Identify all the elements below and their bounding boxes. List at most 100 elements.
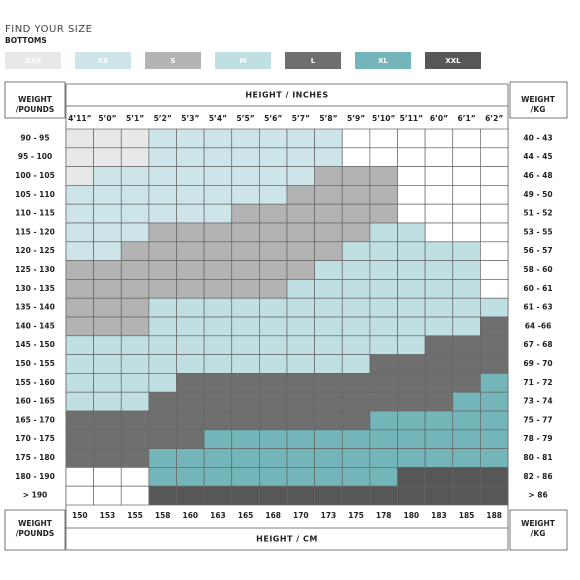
size-cell xyxy=(369,222,398,243)
size-cell xyxy=(480,128,509,149)
size-cell xyxy=(65,128,94,149)
size-cell xyxy=(424,335,454,355)
height-in-label: 5’4” xyxy=(209,114,227,123)
size-cell xyxy=(452,185,481,205)
size-cell xyxy=(93,185,122,205)
size-cell xyxy=(93,222,122,243)
size-cell xyxy=(286,335,315,355)
height-cm-label: 168 xyxy=(265,511,281,520)
weight-kg-label: 69 - 70 xyxy=(523,359,552,368)
size-cell xyxy=(93,241,122,261)
size-cell xyxy=(203,316,233,337)
size-cell xyxy=(314,297,343,318)
weight-lb-header: WEIGHT xyxy=(18,519,53,528)
size-cell xyxy=(93,316,122,337)
size-cell xyxy=(259,391,288,412)
weight-kg-label: 67 - 68 xyxy=(523,340,552,349)
size-cell xyxy=(231,222,260,243)
height-cm-label: 155 xyxy=(127,511,143,520)
size-cell xyxy=(397,241,426,261)
size-cell xyxy=(231,241,260,261)
size-cell xyxy=(314,128,343,149)
size-cell xyxy=(314,485,343,506)
size-cell xyxy=(231,448,260,468)
size-cell xyxy=(314,222,343,243)
size-cell xyxy=(120,467,150,487)
size-cell xyxy=(286,485,315,506)
size-cell xyxy=(452,391,481,412)
weight-lb-label: 115 - 120 xyxy=(15,227,55,236)
size-cell xyxy=(65,166,94,186)
weight-lb-label: 110 - 115 xyxy=(15,209,55,218)
weight-kg-label: 64 -66 xyxy=(525,321,552,330)
size-cell xyxy=(231,467,260,487)
size-cell xyxy=(65,354,94,374)
size-cell xyxy=(176,485,205,506)
size-cell xyxy=(480,279,509,299)
size-cell xyxy=(93,448,122,468)
weight-lb-label: 120 - 125 xyxy=(15,246,55,255)
size-cell xyxy=(341,128,371,149)
size-cell xyxy=(259,147,288,167)
legend-swatch xyxy=(355,52,411,69)
size-cell xyxy=(203,128,233,149)
size-cell xyxy=(341,222,371,243)
size-cell xyxy=(369,410,398,431)
size-cell xyxy=(397,316,426,337)
size-cell xyxy=(341,279,371,299)
size-cell xyxy=(231,185,260,205)
height-cm-label: 153 xyxy=(100,511,116,520)
size-cell xyxy=(341,391,371,412)
size-cell xyxy=(286,410,315,431)
size-cell xyxy=(397,185,426,205)
size-cell xyxy=(369,166,398,186)
size-cell xyxy=(120,203,150,224)
size-cell xyxy=(397,260,426,280)
size-cell xyxy=(480,354,509,374)
size-cell xyxy=(259,467,288,487)
size-cell xyxy=(397,448,426,468)
size-cell xyxy=(93,354,122,374)
weight-lb-label: 130 - 135 xyxy=(15,284,55,293)
size-cell xyxy=(203,410,233,431)
size-cell xyxy=(65,279,94,299)
size-cell xyxy=(65,260,94,280)
size-cell xyxy=(65,241,94,261)
size-cell xyxy=(93,429,122,449)
size-cell xyxy=(397,373,426,393)
size-cell xyxy=(424,467,454,487)
height-in-label: 5’2” xyxy=(154,114,172,123)
weight-lb-label: 95 - 100 xyxy=(18,152,52,161)
size-cell xyxy=(369,260,398,280)
size-cell xyxy=(93,166,122,186)
size-cell xyxy=(65,335,94,355)
size-cell xyxy=(286,222,315,243)
size-cell xyxy=(314,391,343,412)
size-cell xyxy=(369,485,398,506)
legend-label: S xyxy=(170,57,175,65)
size-cell xyxy=(286,260,315,280)
size-cell xyxy=(314,467,343,487)
height-in-label: 6’1” xyxy=(457,114,475,123)
size-cell xyxy=(231,391,260,412)
size-cell xyxy=(176,128,205,149)
size-cell xyxy=(93,147,122,167)
size-cell xyxy=(231,335,260,355)
size-cell xyxy=(120,297,150,318)
size-cell xyxy=(148,297,177,318)
size-cell xyxy=(424,373,454,393)
size-cell xyxy=(259,316,288,337)
size-cell xyxy=(93,297,122,318)
height-in-label: 5’3” xyxy=(181,114,199,123)
size-cell xyxy=(176,448,205,468)
size-cell xyxy=(286,147,315,167)
size-cell xyxy=(176,260,205,280)
weight-kg-label: 53 - 55 xyxy=(523,227,552,236)
height-cm-label: 163 xyxy=(210,511,226,520)
size-cell xyxy=(203,391,233,412)
size-cell xyxy=(314,185,343,205)
size-cell xyxy=(397,297,426,318)
height-cm-label: 165 xyxy=(238,511,254,520)
size-cell xyxy=(65,185,94,205)
